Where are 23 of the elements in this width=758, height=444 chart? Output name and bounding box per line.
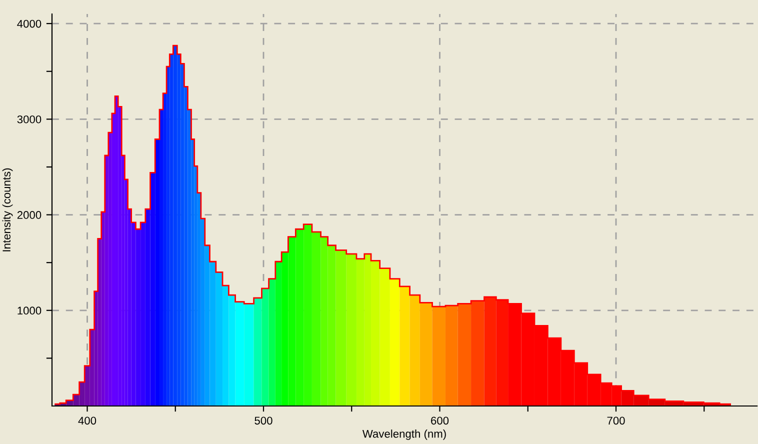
bar	[288, 236, 296, 406]
y-tick-label: 3000	[17, 115, 42, 124]
bar	[216, 272, 223, 406]
x-tick-label: 700	[607, 416, 625, 425]
y-tick-label: 2000	[17, 211, 42, 219]
x-tick-label: 400	[78, 416, 96, 425]
bar	[210, 262, 216, 406]
bar	[254, 298, 262, 406]
y-axis-title: Intensity (counts)	[2, 168, 13, 252]
bar	[296, 229, 304, 406]
bar	[282, 252, 288, 406]
bar	[275, 262, 282, 406]
bar	[228, 295, 236, 406]
bar	[371, 260, 380, 406]
x-tick-label: 600	[431, 416, 449, 425]
bar	[304, 224, 312, 406]
x-tick-label: 500	[254, 416, 272, 425]
x-axis-title: Wavelength (nm)	[362, 430, 446, 440]
y-tick-label: 1000	[18, 306, 42, 315]
bar	[268, 278, 276, 406]
bar	[222, 286, 229, 406]
bar	[262, 288, 269, 406]
y-tick-label: 4000	[17, 20, 42, 28]
